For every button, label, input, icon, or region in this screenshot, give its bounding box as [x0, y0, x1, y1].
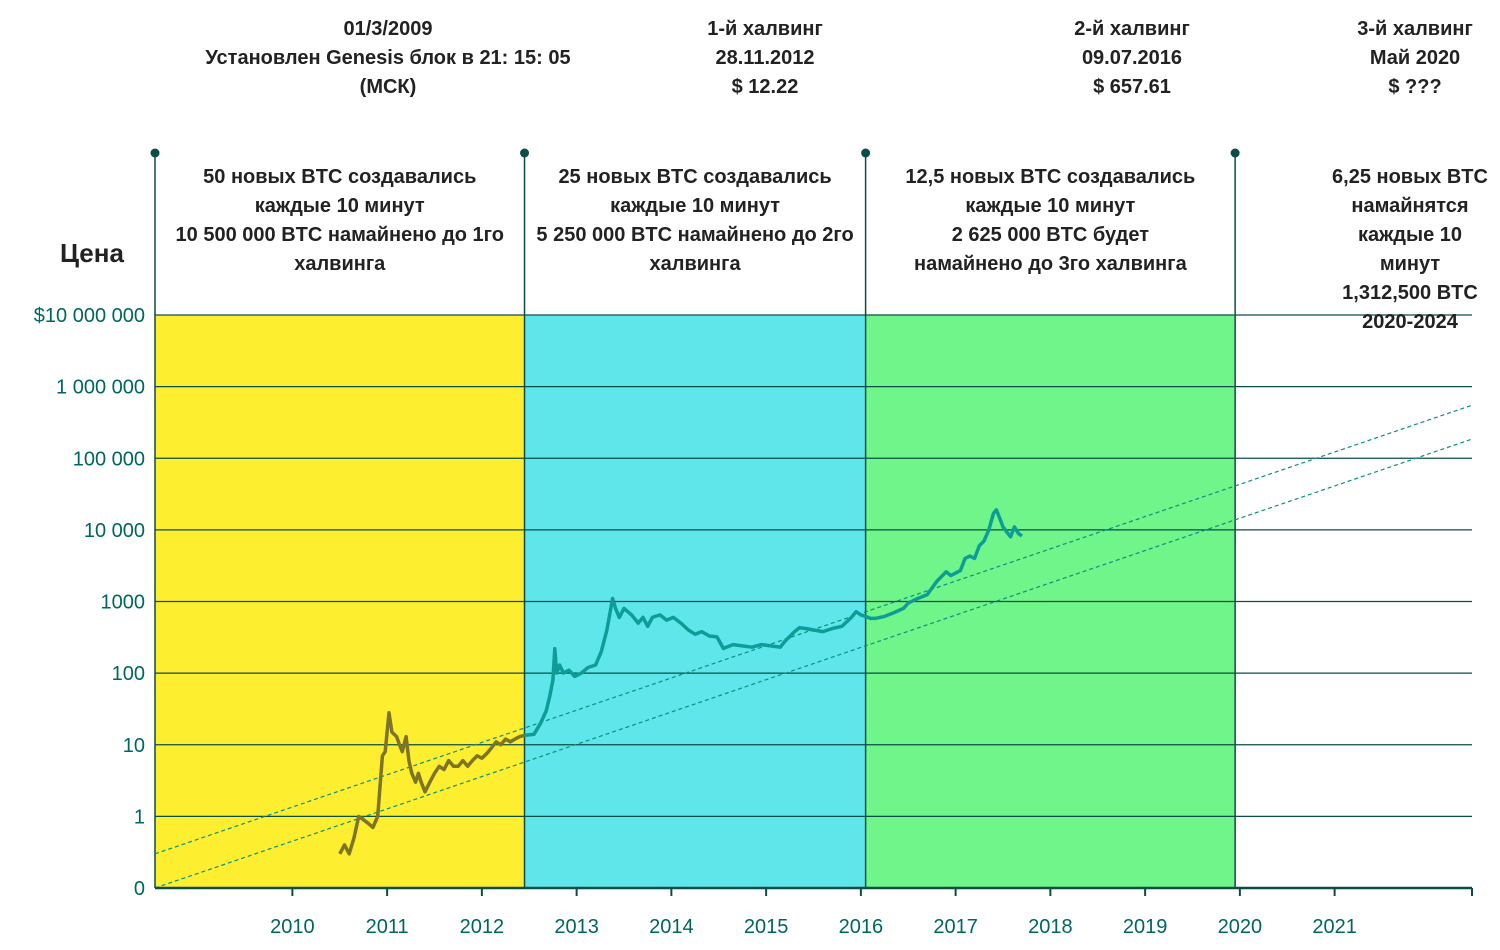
period-reward-label: каждые 10 [1358, 224, 1462, 246]
x-tick-label: 2011 [366, 916, 409, 938]
x-tick-label: 2015 [744, 916, 789, 938]
halving-event-label: 1-й халвинг [707, 18, 823, 40]
x-axis [155, 886, 1473, 896]
halving-dividers [150, 148, 1240, 888]
price-series [338, 508, 1023, 856]
x-tick-label: 2017 [933, 916, 978, 938]
halving-event-label: 09.07.2016 [1082, 47, 1182, 69]
y-tick-label: 1000 [101, 592, 146, 614]
x-tick-label: 2018 [1028, 916, 1073, 938]
period-reward-label: минут [1380, 253, 1441, 275]
x-tick-label: 2016 [839, 916, 884, 938]
halving-event-label: $ ??? [1388, 76, 1441, 98]
period-reward-label: намайнятся [1351, 195, 1468, 217]
x-tick-label: 2019 [1123, 916, 1168, 938]
period-reward-label: 12,5 новых BTC создавались [905, 166, 1195, 188]
y-tick-label: $10 000 000 [34, 305, 145, 327]
period-reward-label: 1,312,500 BTC [1342, 282, 1478, 304]
period-reward-label: 5 250 000 BTC намайнено до 2го [536, 224, 853, 246]
y-tick-label: 1 [134, 806, 145, 828]
halving-event-label: $ 12.22 [732, 76, 799, 98]
halving-event-label: 2-й халвинг [1074, 18, 1190, 40]
halving-event-label: Установлен Genesis блок в 21: 15: 05 [205, 47, 570, 69]
y-tick-label: 100 000 [73, 448, 145, 470]
halving-event-label: $ 657.61 [1093, 76, 1171, 98]
y-tick-label: 0 [134, 878, 145, 900]
divider-dot-2 [861, 148, 871, 158]
x-tick-label: 2012 [460, 916, 505, 938]
period-reward-label: каждые 10 минут [965, 195, 1135, 217]
period-reward-label: 25 новых BTC создавались [558, 166, 831, 188]
y-tick-label: 1 000 000 [56, 377, 145, 399]
y-axis-label: Цена [60, 238, 124, 268]
period-reward-label: 10 500 000 BTC намайнено до 1го [176, 224, 504, 246]
period-reward-label: 6,25 новых BTC [1332, 166, 1488, 188]
period-reward-label: халвинга [650, 253, 742, 275]
period-reward-label: халвинга [294, 253, 386, 275]
period-reward-label: 2020-2024 [1362, 311, 1459, 333]
period-reward-label: 2 625 000 BTC будет [952, 224, 1149, 246]
halving-event-label: 3-й халвинг [1357, 18, 1473, 40]
period-reward-label: 50 новых BTC создавались [203, 166, 476, 188]
y-tick-label: 10 [123, 735, 145, 757]
halving-event-label: (МСК) [360, 76, 417, 98]
divider-dot-1 [520, 148, 530, 158]
halving-event-label: Май 2020 [1370, 47, 1460, 69]
x-tick-label: 2010 [270, 916, 315, 938]
divider-dot-0 [150, 148, 160, 158]
divider-dot-3 [1230, 148, 1240, 158]
price-line-segment-late [524, 508, 1023, 738]
y-tick-label: 100 [112, 663, 145, 685]
period-reward-label: каждые 10 минут [255, 195, 425, 217]
price-line-segment-early [338, 710, 525, 856]
halving-event-label: 01/3/2009 [344, 18, 433, 40]
x-tick-label: 2020 [1218, 916, 1263, 938]
x-tick-label: 2013 [554, 916, 599, 938]
y-tick-label: 10 000 [84, 520, 145, 542]
halving-event-label: 28.11.2012 [716, 47, 815, 69]
x-tick-label: 2021 [1312, 916, 1357, 938]
period-reward-label: каждые 10 минут [610, 195, 780, 217]
period-reward-label: намайнено до 3го халвинга [914, 253, 1188, 275]
trend-line-1 [154, 438, 1473, 889]
horizontal-gridlines [155, 314, 1472, 818]
x-tick-label: 2014 [649, 916, 694, 938]
